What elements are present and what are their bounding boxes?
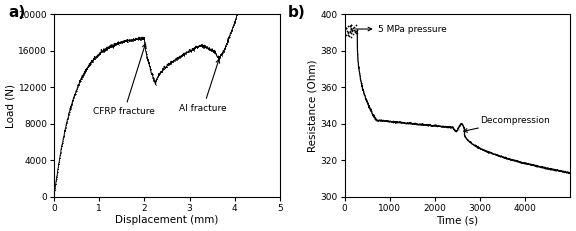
Text: CFRP fracture: CFRP fracture xyxy=(93,44,155,116)
Text: 5 MPa pressure: 5 MPa pressure xyxy=(355,24,447,33)
Text: a): a) xyxy=(9,5,26,20)
Text: Al fracture: Al fracture xyxy=(179,59,227,113)
Text: Decompression: Decompression xyxy=(464,116,550,132)
Y-axis label: Load (N): Load (N) xyxy=(6,84,16,128)
X-axis label: Time (s): Time (s) xyxy=(437,216,479,225)
X-axis label: Displacement (mm): Displacement (mm) xyxy=(115,216,219,225)
Text: b): b) xyxy=(288,5,306,20)
Y-axis label: Resistance (Ohm): Resistance (Ohm) xyxy=(308,59,317,152)
